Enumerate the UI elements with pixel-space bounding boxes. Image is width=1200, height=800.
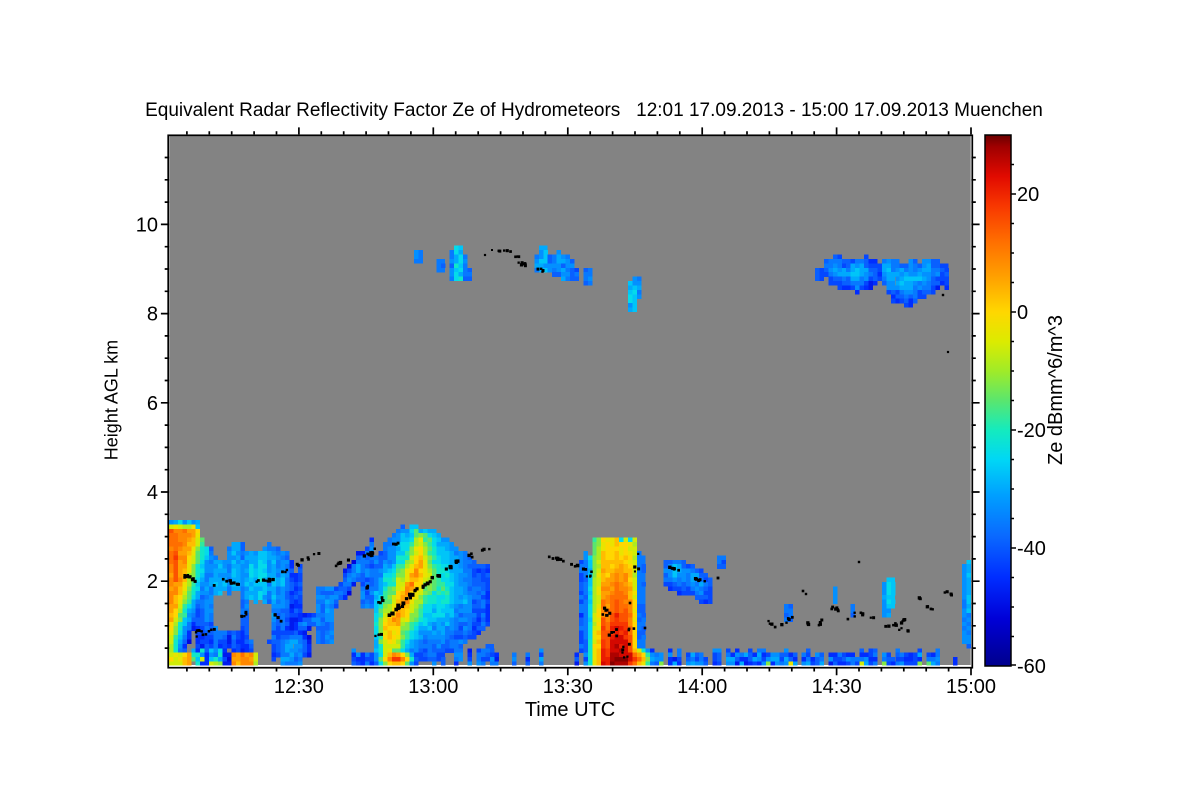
svg-text:Ze dBmm^6/m^3: Ze dBmm^6/m^3 [1045, 315, 1067, 465]
svg-text:10: 10 [136, 214, 158, 236]
svg-text:8: 8 [147, 304, 158, 326]
svg-text:2: 2 [147, 571, 158, 593]
svg-text:Time UTC: Time UTC [525, 699, 615, 721]
svg-text:4: 4 [147, 482, 158, 504]
svg-text:13:30: 13:30 [543, 676, 593, 698]
svg-text:-20: -20 [1017, 420, 1046, 442]
svg-text:Equivalent Radar Reflectivity: Equivalent Radar Reflectivity Factor Ze … [145, 100, 1043, 121]
svg-text:6: 6 [147, 393, 158, 415]
svg-text:15:00: 15:00 [946, 676, 996, 698]
svg-text:0: 0 [1017, 302, 1028, 324]
svg-text:14:30: 14:30 [812, 676, 862, 698]
svg-text:20: 20 [1017, 184, 1039, 206]
svg-text:Height AGL km: Height AGL km [102, 340, 122, 460]
svg-text:12:30: 12:30 [274, 676, 324, 698]
svg-text:-60: -60 [1017, 656, 1046, 678]
svg-text:14:00: 14:00 [677, 676, 727, 698]
svg-text:13:00: 13:00 [408, 676, 458, 698]
svg-text:-40: -40 [1017, 538, 1046, 560]
